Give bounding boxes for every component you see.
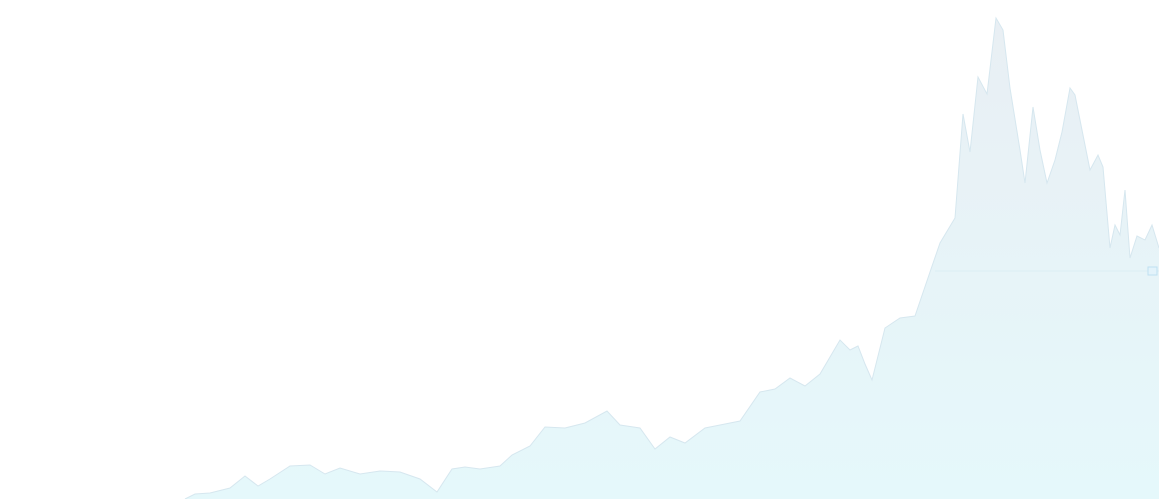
area-line xyxy=(184,16,1159,499)
area-fill xyxy=(185,18,1159,499)
reference-marker xyxy=(1147,266,1158,276)
